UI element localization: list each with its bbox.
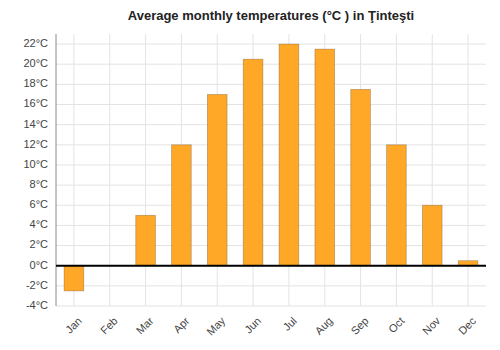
- y-grid-line: [56, 225, 486, 226]
- y-tick-label: 12°C: [23, 138, 48, 150]
- x-tick-label: Aug: [312, 315, 334, 337]
- y-grid-line: [56, 44, 486, 45]
- x-tick-label: Jan: [63, 315, 84, 336]
- y-grid-line: [56, 285, 486, 286]
- y-tick-label: 22°C: [23, 37, 48, 49]
- y-tick-label: 18°C: [23, 77, 48, 89]
- bar: [279, 44, 299, 266]
- y-tick-label: 0°C: [30, 259, 49, 271]
- chart: -4°C -2°C 0°C 2°C 4°C 6°C 8°C 10°C 12°C 14°C 16°C 1…: [0, 0, 500, 350]
- bar: [136, 215, 156, 265]
- x-tick-label: Oct: [386, 315, 407, 336]
- y-grid-line: [56, 245, 486, 246]
- y-grid-line: [56, 185, 486, 186]
- bar: [207, 94, 227, 265]
- bar: [422, 205, 442, 265]
- x-tick-label: Apr: [171, 314, 192, 335]
- y-grid-line: [56, 164, 486, 165]
- y-tick-label: 6°C: [30, 198, 49, 210]
- bar: [315, 49, 335, 266]
- bar: [172, 145, 192, 266]
- y-grid-line: [56, 265, 486, 266]
- y-tick-label: 14°C: [23, 118, 48, 130]
- x-tick-label: Jul: [281, 315, 299, 333]
- y-tick-label: 20°C: [23, 57, 48, 69]
- y-grid-line: [56, 104, 486, 105]
- bar: [64, 266, 84, 291]
- y-grid-line: [56, 144, 486, 145]
- bar: [351, 89, 371, 265]
- y-tick-label: 4°C: [30, 218, 49, 230]
- x-tick-label: May: [204, 314, 228, 338]
- y-grid-line: [56, 84, 486, 85]
- chart-container: -4°C -2°C 0°C 2°C 4°C 6°C 8°C 10°C 12°C 14°C 16°C 1…: [0, 0, 500, 350]
- x-tick-label: Sep: [348, 315, 370, 337]
- bar: [387, 145, 407, 266]
- x-tick-label: Nov: [420, 314, 443, 337]
- y-grid-line: [56, 124, 486, 125]
- y-grid-line: [56, 306, 486, 307]
- y-tick-label: -2°C: [26, 279, 48, 291]
- y-tick-label: 10°C: [23, 158, 48, 170]
- y-tick-label: -4°C: [26, 299, 48, 311]
- y-grid-line: [56, 205, 486, 206]
- y-tick-label: 16°C: [23, 97, 48, 109]
- y-tick-label: 8°C: [30, 178, 49, 190]
- zero-line: [56, 265, 486, 267]
- y-grid-line: [56, 64, 486, 65]
- bars: [64, 44, 478, 291]
- grid: [56, 34, 486, 306]
- x-tick-label: Jun: [242, 315, 263, 336]
- x-tick-label: Dec: [456, 314, 479, 337]
- x-tick-label: Feb: [98, 315, 120, 337]
- title: Average monthly temperatures (°C ) in Ţi…: [128, 8, 414, 23]
- bar: [243, 59, 263, 266]
- x-tick-label: Mar: [134, 314, 156, 336]
- y-tick-label: 2°C: [30, 238, 49, 250]
